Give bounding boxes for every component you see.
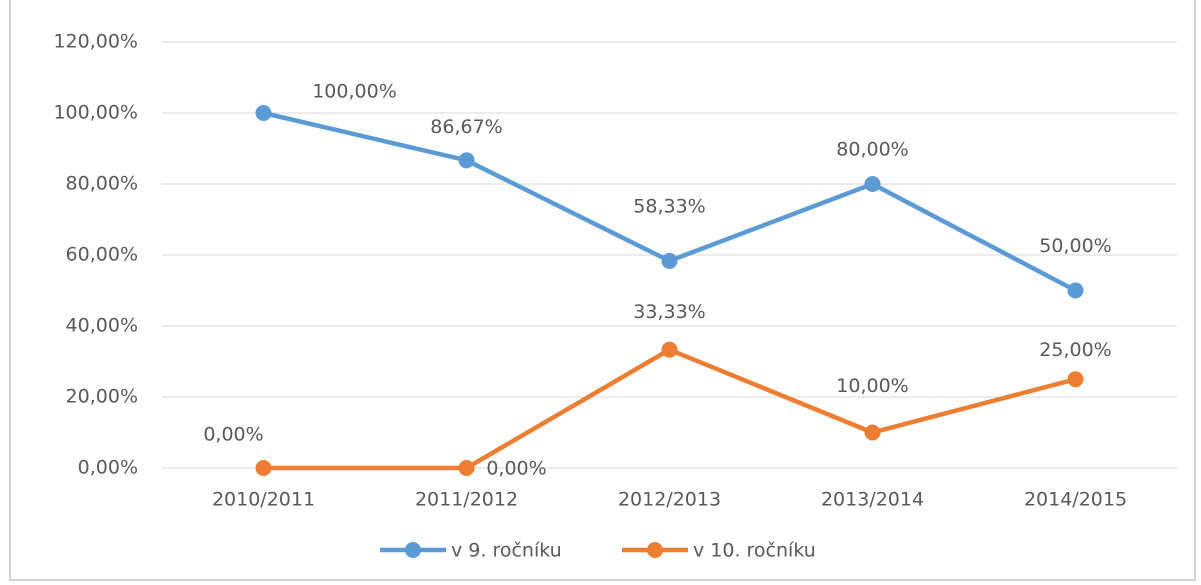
x-tick-label: 2012/2013 (618, 489, 721, 511)
data-point (1067, 371, 1084, 388)
data-label: 10,00% (836, 375, 908, 397)
data-point (1067, 282, 1084, 299)
y-tick-label: 40,00% (66, 315, 138, 337)
data-point (864, 424, 881, 441)
legend-label: v 9. ročníku (451, 540, 562, 562)
data-point (458, 460, 475, 476)
data-label: 33,33% (633, 301, 705, 323)
y-tick-label: 20,00% (66, 386, 138, 408)
data-point (458, 152, 475, 169)
legend-marker (647, 542, 663, 558)
y-tick-label: 0,00% (78, 457, 138, 479)
x-tick-label: 2014/2015 (1024, 489, 1127, 511)
data-point (255, 105, 272, 121)
data-label: 86,67% (430, 116, 502, 138)
y-tick-label: 100,00% (53, 102, 138, 124)
data-label: 25,00% (1039, 339, 1111, 361)
x-tick-label: 2010/2011 (212, 489, 315, 511)
data-label: 58,33% (633, 195, 705, 217)
data-label: 50,00% (1039, 235, 1111, 257)
data-label: 80,00% (836, 139, 908, 161)
chart-border (9, 0, 1196, 581)
x-tick-label: 2011/2012 (415, 489, 518, 511)
data-label: 0,00% (486, 458, 546, 480)
data-point (864, 176, 881, 192)
data-point (661, 341, 678, 358)
legend-label: v 10. ročníku (693, 540, 816, 562)
data-label: 0,00% (203, 424, 263, 446)
data-point (255, 460, 272, 476)
x-tick-label: 2013/2014 (821, 489, 924, 511)
y-tick-label: 60,00% (66, 244, 138, 266)
y-tick-label: 120,00% (53, 31, 138, 53)
y-tick-label: 80,00% (66, 173, 138, 195)
legend-marker (405, 542, 421, 558)
data-point (661, 252, 678, 269)
data-label: 100,00% (312, 81, 397, 103)
